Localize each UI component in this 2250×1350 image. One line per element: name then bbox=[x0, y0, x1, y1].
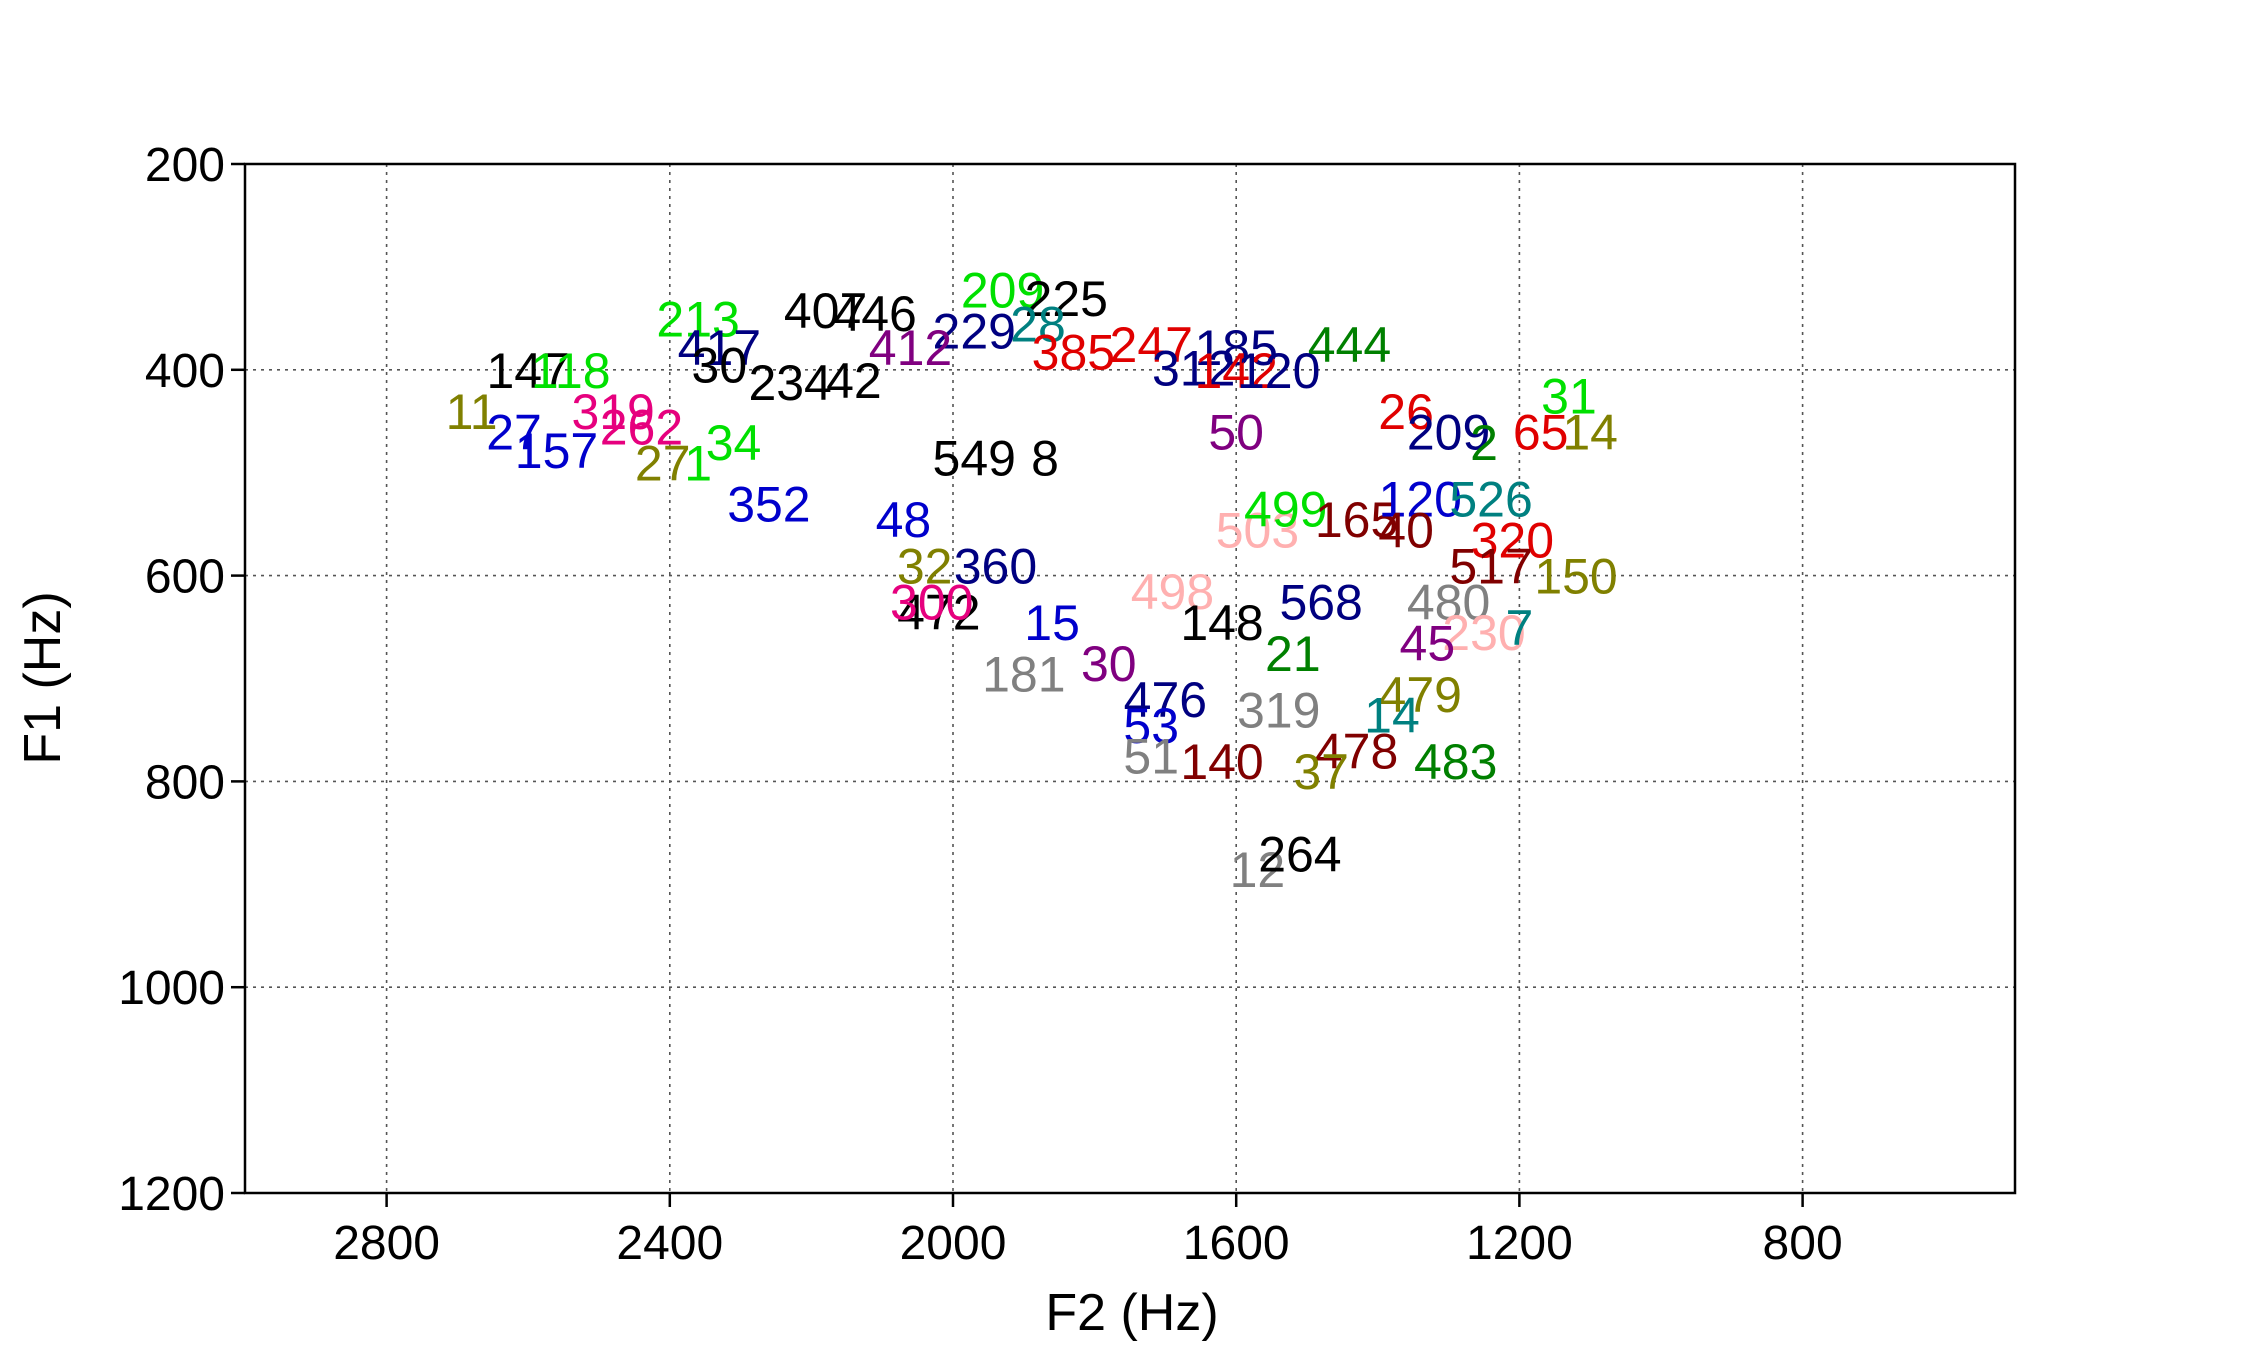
data-point-label: 48 bbox=[876, 492, 932, 548]
data-point-label: 40 bbox=[1378, 502, 1434, 558]
x-tick-label: 2400 bbox=[616, 1217, 723, 1270]
data-point-label: 65 bbox=[1513, 405, 1569, 461]
y-tick-label: 200 bbox=[145, 139, 225, 192]
data-point-label: 549 bbox=[933, 430, 1016, 486]
data-point-label: 412 bbox=[869, 320, 952, 376]
x-tick-label: 1200 bbox=[1466, 1217, 1573, 1270]
data-point-label: 230 bbox=[1442, 605, 1525, 661]
data-point-label: 407 bbox=[784, 283, 867, 339]
data-point-label: 185 bbox=[1194, 320, 1277, 376]
x-tick-label: 1600 bbox=[1183, 1217, 1290, 1270]
data-point-label: 150 bbox=[1534, 549, 1617, 605]
y-tick-label: 1000 bbox=[118, 962, 225, 1015]
data-point-label: 30 bbox=[1081, 636, 1137, 692]
data-point-label: 27 bbox=[486, 405, 542, 461]
data-point-label: 568 bbox=[1279, 574, 1362, 630]
x-tick-label: 2800 bbox=[333, 1217, 440, 1270]
data-point-label: 503 bbox=[1216, 502, 1299, 558]
x-tick-label: 800 bbox=[1763, 1217, 1843, 1270]
data-point-label: 30 bbox=[692, 338, 748, 394]
data-point-label: 320 bbox=[1471, 513, 1554, 569]
x-tick-label: 2000 bbox=[900, 1217, 1007, 1270]
data-point-label: 12 bbox=[1230, 842, 1286, 898]
data-point-label: 26 bbox=[1378, 384, 1434, 440]
data-point-label: 157 bbox=[515, 423, 598, 479]
data-point-label: 118 bbox=[531, 343, 611, 399]
data-point-label: 247 bbox=[1110, 317, 1193, 373]
data-point-label: 14 bbox=[1364, 688, 1420, 744]
data-point-label: 34 bbox=[706, 415, 762, 471]
data-point-label: 51 bbox=[1123, 729, 1179, 785]
data-point-label: 352 bbox=[727, 477, 810, 533]
data-point-label: 444 bbox=[1308, 317, 1391, 373]
data-point-label: 37 bbox=[1293, 744, 1349, 800]
y-tick-label: 600 bbox=[145, 551, 225, 604]
data-point-label: 1 bbox=[684, 435, 712, 491]
data-point-label: 53 bbox=[1123, 698, 1179, 754]
data-point-label: 15 bbox=[1024, 595, 1080, 651]
data-point-label: 209 bbox=[1407, 405, 1490, 461]
data-point-label: 42 bbox=[826, 353, 882, 409]
data-point-label: 526 bbox=[1449, 471, 1532, 527]
data-point-label: 476 bbox=[1124, 672, 1207, 728]
data-point-label: 28 bbox=[1010, 296, 1066, 352]
data-point-label: 50 bbox=[1208, 405, 1264, 461]
data-point-label: 312 bbox=[1152, 341, 1235, 397]
data-point-label: 32 bbox=[897, 538, 953, 594]
data-point-label: 27 bbox=[635, 435, 691, 491]
data-point-label: 209 bbox=[961, 263, 1044, 319]
data-point-label: 11 bbox=[446, 384, 498, 440]
data-point-label: 225 bbox=[1025, 271, 1108, 327]
data-point-label: 498 bbox=[1131, 564, 1214, 620]
data-point-label: 262 bbox=[600, 399, 683, 455]
data-point-label: 319 bbox=[1237, 682, 1320, 738]
data-point-label: 472 bbox=[897, 585, 980, 641]
data-point-label: 120 bbox=[1379, 471, 1462, 527]
data-point-label: 165 bbox=[1315, 492, 1398, 548]
data-point-label: 142 bbox=[1194, 343, 1277, 399]
data-point-label: 140 bbox=[1180, 734, 1263, 790]
data-point-label: 417 bbox=[678, 320, 761, 376]
data-point-label: 234 bbox=[748, 355, 831, 411]
data-point-label: 360 bbox=[954, 538, 1037, 594]
data-point-label: 8 bbox=[1031, 430, 1059, 486]
data-point-label: 385 bbox=[1032, 324, 1115, 380]
plot-frame bbox=[243, 162, 2017, 1195]
data-point-label: 147 bbox=[486, 343, 569, 399]
grid-lines bbox=[245, 164, 2015, 1193]
data-point-label: 480 bbox=[1407, 574, 1490, 630]
data-point-label: 7 bbox=[1505, 600, 1533, 656]
data-point-label: 478 bbox=[1315, 724, 1398, 780]
data-point-label: 264 bbox=[1258, 826, 1341, 882]
data-point-label: 300 bbox=[890, 574, 973, 630]
data-point-label: 181 bbox=[982, 646, 1065, 702]
data-point-label: 517 bbox=[1449, 538, 1532, 594]
data-point-label: 148 bbox=[1180, 595, 1263, 651]
data-point-label: 229 bbox=[933, 304, 1016, 360]
y-tick-label: 800 bbox=[145, 756, 225, 809]
y-tick-label: 400 bbox=[145, 345, 225, 398]
data-point-label: 2 bbox=[1470, 415, 1498, 471]
data-point-label: 483 bbox=[1414, 734, 1497, 790]
y-tick-label: 1200 bbox=[118, 1168, 225, 1221]
data-point-label: 120 bbox=[1237, 343, 1320, 399]
data-point-label: 499 bbox=[1244, 482, 1327, 538]
data-point-label: 14 bbox=[1562, 405, 1618, 461]
data-point-label: 21 bbox=[1265, 626, 1321, 682]
y-axis-label: F1 (Hz) bbox=[14, 591, 72, 764]
data-point-label: 479 bbox=[1379, 667, 1462, 723]
axis-ticks: 2800 2400 2000 1600 1200 800 200 400 600 800 1000 1… bbox=[118, 139, 1842, 1270]
data-point-label: 213 bbox=[656, 291, 739, 347]
data-point-label: 31 bbox=[1541, 369, 1597, 425]
x-axis-label: F2 (Hz) bbox=[1045, 1284, 1218, 1342]
data-point-label: 446 bbox=[833, 286, 916, 342]
data-point-label: 45 bbox=[1400, 615, 1456, 671]
data-point-label: 319 bbox=[571, 384, 654, 440]
